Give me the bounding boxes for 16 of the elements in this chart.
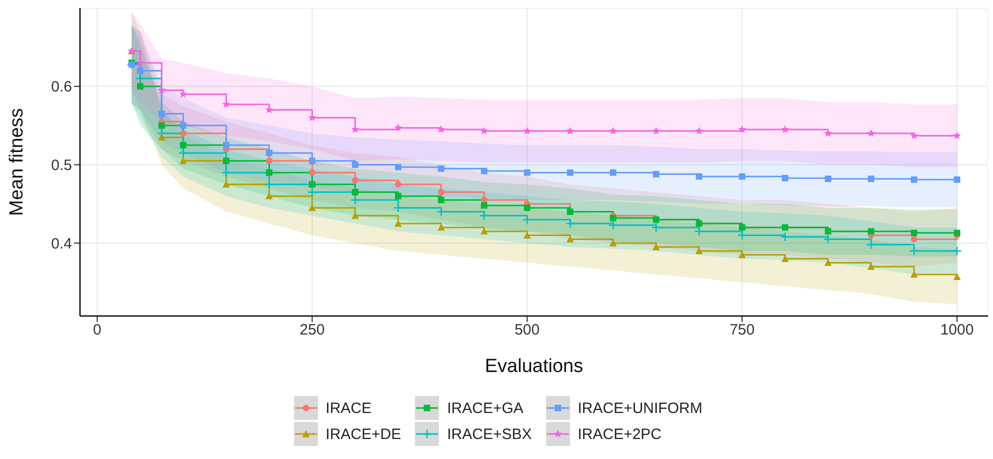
- y-tick-label: 0.6: [51, 78, 72, 96]
- x-tick-label: 250: [300, 322, 325, 339]
- legend-label: IRACE+DE: [326, 426, 402, 442]
- x-tick-label: 0: [93, 322, 102, 339]
- x-axis-title: Evaluations: [484, 356, 584, 377]
- x-tick-label: 1000: [940, 322, 974, 339]
- legend-label: IRACE+SBX: [447, 426, 532, 442]
- x-tick-label: 750: [730, 322, 755, 339]
- y-tick-label: 0.5: [51, 157, 72, 174]
- legend-label: IRACE+GA: [447, 400, 524, 416]
- y-tick-label: 0.4: [51, 235, 72, 252]
- legend-label: IRACE+2PC: [578, 426, 662, 442]
- legend-label: IRACE: [326, 400, 372, 416]
- y-axis-title: Mean fitness: [6, 108, 28, 216]
- x-tick-label: 500: [514, 322, 540, 339]
- legend-label: IRACE+UNIFORM: [578, 400, 702, 416]
